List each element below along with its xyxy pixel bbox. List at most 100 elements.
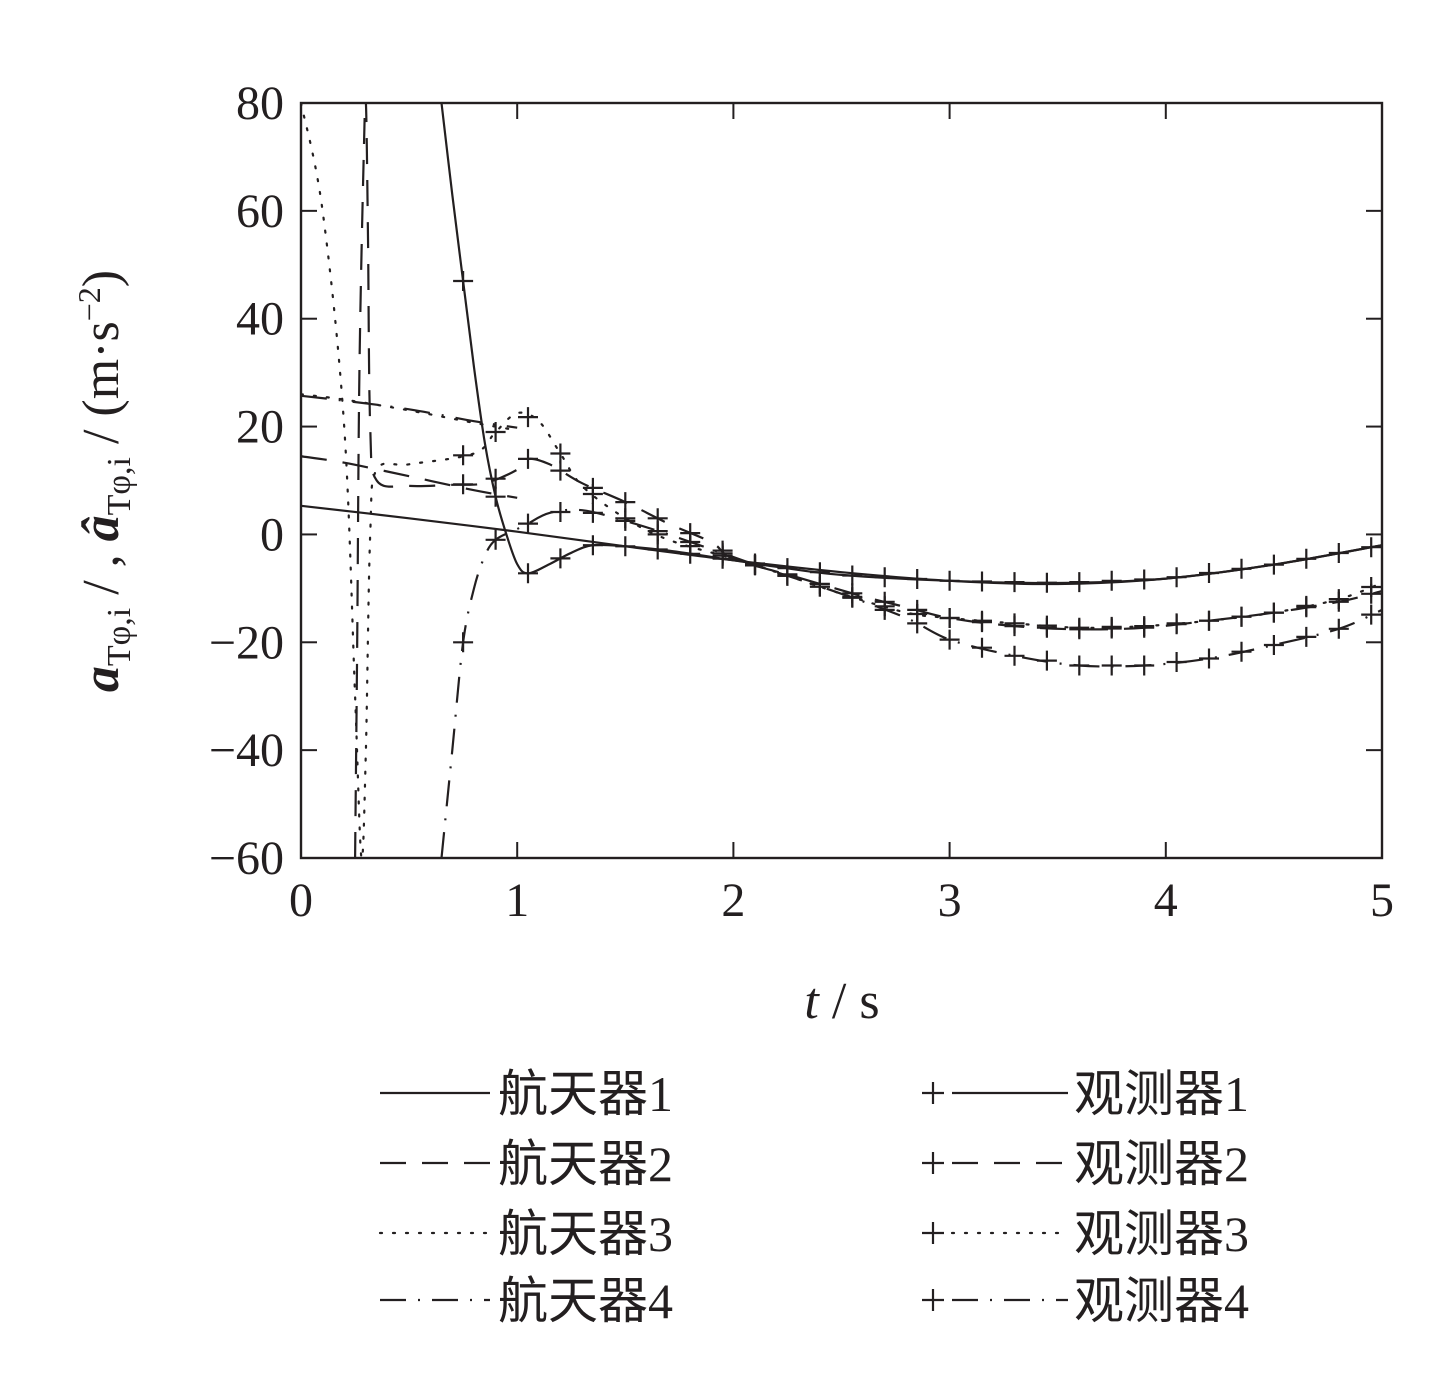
x-tick-label: 0: [289, 874, 313, 927]
marker-5: [939, 570, 960, 591]
marker-8: [485, 529, 506, 550]
marker-8: [518, 513, 538, 534]
series-line-4: [301, 394, 518, 429]
marker-7: [550, 443, 571, 464]
y-tick-label: 0: [260, 508, 284, 561]
marker-7: [1263, 602, 1284, 623]
marker-8: [1004, 645, 1025, 666]
marker-7: [1328, 589, 1349, 610]
y-tick-label: −40: [209, 724, 284, 777]
marker-8: [680, 532, 701, 552]
legend-label-8: 观测器4: [1074, 1273, 1249, 1329]
marker-7: [518, 407, 538, 428]
marker-7: [1036, 615, 1057, 636]
marker-8: [1166, 652, 1187, 672]
marker-5: [1004, 572, 1025, 593]
marker-5: [1328, 543, 1349, 563]
marker-5: [1069, 572, 1090, 593]
legend-label-1: 航天器1: [498, 1066, 673, 1122]
marker-8: [907, 613, 928, 634]
legend-label-3: 航天器3: [498, 1206, 673, 1262]
marker-7: [582, 484, 603, 504]
marker-5: [907, 569, 928, 589]
marker-8: [972, 637, 992, 658]
marker-5: [1231, 558, 1252, 579]
marker-5: [615, 536, 636, 557]
x-tick-label: 1: [505, 874, 529, 927]
marker-8: [582, 502, 603, 523]
marker-8: [1361, 604, 1382, 625]
marker-5: [874, 567, 895, 588]
marker-5: [485, 486, 506, 507]
marker-7: [1166, 613, 1187, 634]
marker-5: [1101, 570, 1122, 591]
marker-6: [518, 448, 538, 469]
marker-6: [453, 474, 474, 495]
marker-7: [1296, 595, 1317, 616]
marker-5: [453, 271, 474, 291]
y-axis-label: aTφ,i / , âTφ,i / (m·s−2): [71, 270, 138, 692]
x-axis-ticks: 0 1 2 3 4 5: [289, 103, 1394, 927]
marker-8: [712, 543, 733, 564]
legend-label-5: 观测器1: [1074, 1066, 1249, 1122]
marker-8: [1101, 655, 1122, 676]
marker-8: [1199, 648, 1219, 669]
marker-5: [582, 535, 603, 556]
y-tick-label: −60: [209, 832, 284, 885]
y-tick-label: 40: [236, 293, 284, 346]
marker-5: [972, 571, 992, 592]
y-tick-label: 80: [236, 77, 284, 130]
plot-frame: [299, 101, 1384, 860]
marker-5: [1199, 563, 1219, 583]
marker-5: [1036, 572, 1057, 593]
marker-5: [1166, 567, 1187, 588]
y-tick-label: 20: [236, 401, 284, 454]
marker-8: [453, 632, 474, 653]
x-axis-label: t / s: [804, 973, 879, 1030]
marker-7: [1069, 617, 1090, 638]
legend-marker-6: [922, 1152, 944, 1174]
plot-markers: [453, 271, 1382, 676]
y-tick-label: 60: [236, 185, 284, 238]
legend-marker-8: [922, 1289, 944, 1311]
legend-label-2: 航天器2: [498, 1136, 673, 1192]
marker-5: [550, 548, 571, 569]
marker-5: [1296, 548, 1317, 569]
marker-7: [1199, 610, 1219, 631]
series-line-3: [301, 393, 519, 432]
marker-8: [842, 587, 863, 608]
series-line-2: [301, 455, 518, 499]
marker-8: [874, 599, 895, 620]
marker-8: [1328, 618, 1349, 639]
legend-label-6: 观测器2: [1074, 1136, 1249, 1192]
marker-7: [1004, 613, 1025, 634]
marker-8: [647, 521, 668, 542]
marker-7: [1101, 616, 1122, 637]
marker-8: [777, 565, 798, 586]
marker-8: [615, 510, 636, 531]
marker-7: [939, 608, 960, 628]
marker-5: [1263, 554, 1284, 575]
marker-5: [518, 563, 538, 584]
legend-marker-5: [922, 1082, 944, 1104]
marker-7: [1361, 577, 1382, 597]
x-tick-label: 2: [721, 874, 745, 927]
marker-6: [485, 468, 506, 489]
marker-5: [1361, 537, 1382, 558]
x-tick-label: 3: [938, 874, 962, 927]
marker-8: [1231, 641, 1252, 662]
marker-8: [1069, 655, 1090, 676]
legend-label-4: 航天器4: [498, 1273, 673, 1329]
marker-7: [972, 610, 992, 631]
x-tick-label: 5: [1370, 874, 1394, 927]
marker-8: [1296, 626, 1317, 647]
y-tick-label: −20: [209, 616, 284, 669]
marker-7: [485, 422, 506, 442]
legend: 航天器1 航天器2 航天器3 航天器4 观测器1 观测器2 观测器3 观测器4: [378, 1066, 1249, 1329]
y-axis-ticks: 80 60 40 20 0 −20 −40 −60: [209, 77, 1382, 885]
marker-8: [550, 502, 571, 522]
marker-8: [1036, 650, 1057, 671]
x-tick-label: 4: [1154, 874, 1178, 927]
marker-5: [842, 565, 863, 586]
marker-7: [453, 445, 474, 466]
